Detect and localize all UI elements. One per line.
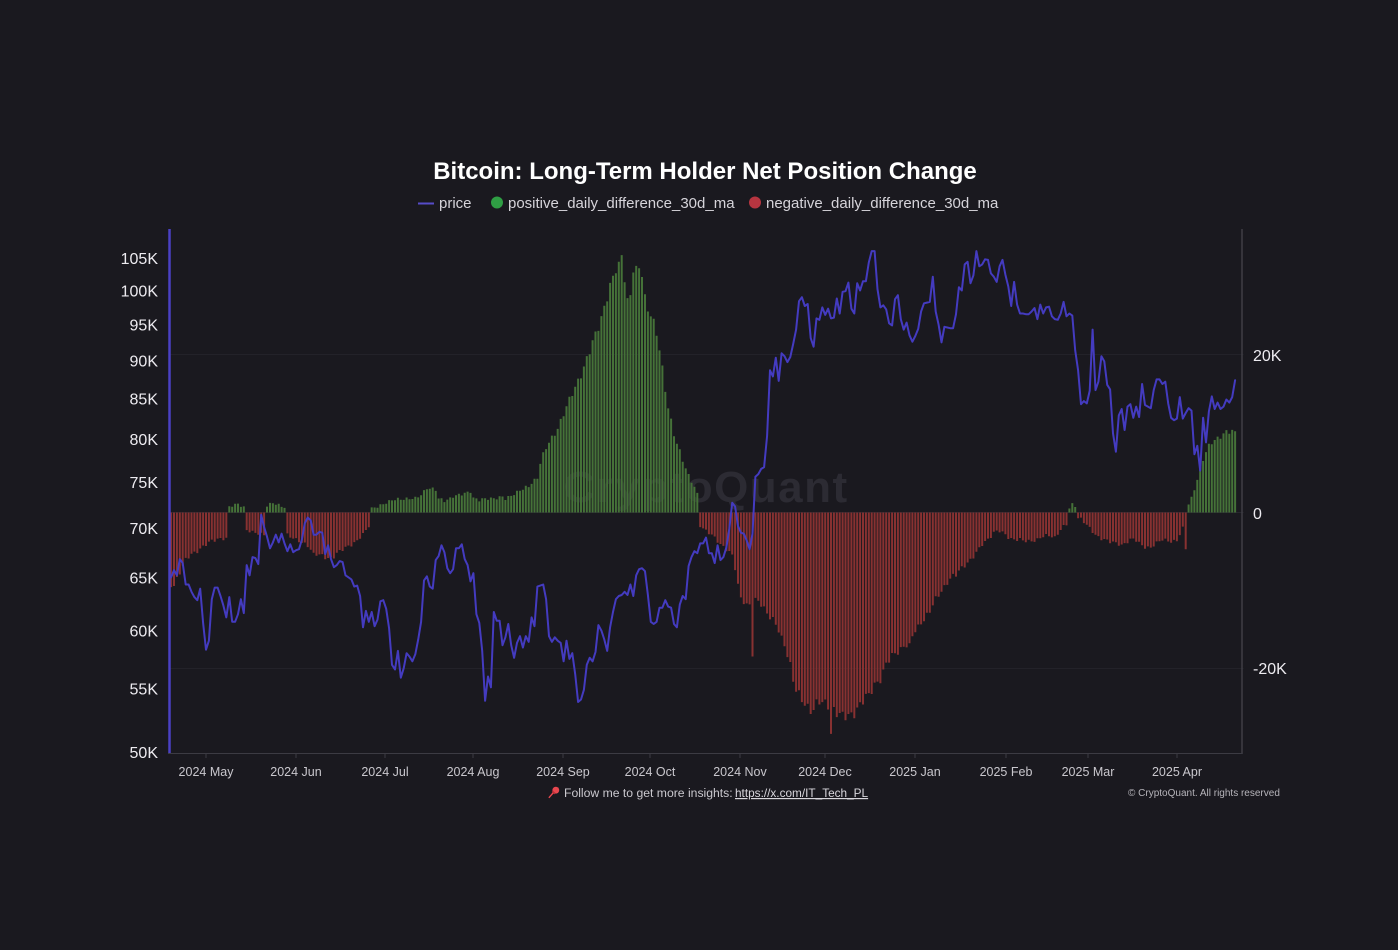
svg-text:85K: 85K xyxy=(130,392,159,409)
svg-text:2024 Jul: 2024 Jul xyxy=(361,765,408,779)
svg-text:Follow me to get more insights: Follow me to get more insights: xyxy=(564,786,733,800)
svg-text:55K: 55K xyxy=(130,682,159,699)
svg-text:2025 Mar: 2025 Mar xyxy=(1062,765,1115,779)
svg-text:CryptoQuant: CryptoQuant xyxy=(563,463,848,512)
svg-text:80K: 80K xyxy=(130,432,159,449)
svg-text:price: price xyxy=(439,195,472,212)
svg-text:2024 May: 2024 May xyxy=(179,765,235,779)
svg-text:Bitcoin: Long-Term Holder Net: Bitcoin: Long-Term Holder Net Position C… xyxy=(433,158,977,185)
svg-text:negative_daily_difference_30d_: negative_daily_difference_30d_ma xyxy=(766,195,999,212)
svg-text:95K: 95K xyxy=(130,318,159,335)
svg-text:50K: 50K xyxy=(130,745,159,762)
svg-text:2025 Jan: 2025 Jan xyxy=(889,765,940,779)
svg-text:70K: 70K xyxy=(130,521,159,538)
svg-text:© CryptoQuant. All rights rese: © CryptoQuant. All rights reserved xyxy=(1128,788,1280,799)
svg-text:2024 Dec: 2024 Dec xyxy=(798,765,852,779)
svg-text:20K: 20K xyxy=(1253,348,1282,365)
svg-text:65K: 65K xyxy=(130,570,159,587)
svg-text:2024 Oct: 2024 Oct xyxy=(625,765,676,779)
svg-text:2024 Sep: 2024 Sep xyxy=(536,765,590,779)
svg-text:105K: 105K xyxy=(121,251,159,268)
svg-text:2025 Apr: 2025 Apr xyxy=(1152,765,1202,779)
svg-text:100K: 100K xyxy=(121,284,159,301)
svg-text:2024 Aug: 2024 Aug xyxy=(447,765,500,779)
svg-text:2024 Nov: 2024 Nov xyxy=(713,765,767,779)
svg-text:60K: 60K xyxy=(130,624,159,641)
svg-text:-20K: -20K xyxy=(1253,661,1287,678)
svg-text:0: 0 xyxy=(1253,506,1262,523)
svg-text:positive_daily_difference_30d_: positive_daily_difference_30d_ma xyxy=(508,195,735,212)
svg-text:75K: 75K xyxy=(130,475,159,492)
svg-text:https://x.com/IT_Tech_PL: https://x.com/IT_Tech_PL xyxy=(735,786,869,800)
svg-text:2024 Jun: 2024 Jun xyxy=(270,765,321,779)
svg-text:90K: 90K xyxy=(130,354,159,371)
svg-text:2025 Feb: 2025 Feb xyxy=(980,765,1033,779)
